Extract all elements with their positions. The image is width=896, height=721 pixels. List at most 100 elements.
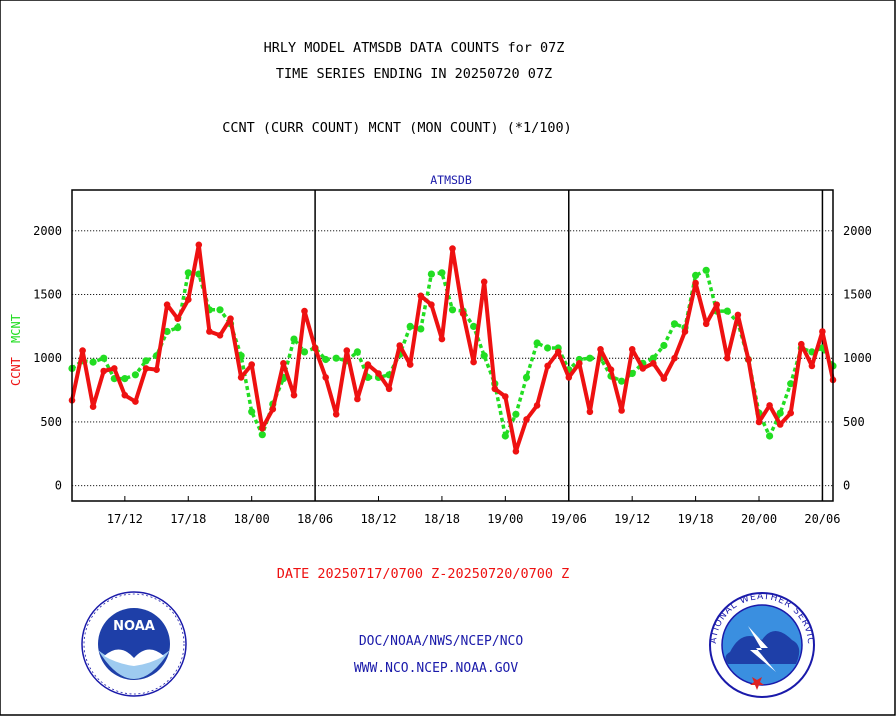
ccnt-point [301,307,308,315]
x-tick-label-18-12: 18/12 [360,512,396,526]
mcnt-point [322,355,330,364]
mcnt-point [142,357,150,365]
ccnt-point [174,315,181,323]
ccnt-point [819,328,826,335]
ccnt-point [776,421,784,428]
mcnt-point [787,380,795,388]
ccnt-point [259,425,266,432]
ccnt-point [502,393,509,400]
x-tick-label-20-06: 20/06 [804,512,840,526]
mcnt-point [417,325,425,333]
mcnt-point [470,322,478,330]
ccnt-point [227,315,234,323]
y-tick-left-1500: 1500 [33,288,62,302]
ccnt-point [755,418,763,426]
x-tick-label-17-18: 17/18 [170,512,206,526]
mcnt-point [522,373,531,381]
ccnt-point [544,362,551,370]
mcnt-point [174,324,182,332]
y-tick-left-0: 0 [55,479,62,493]
ccnt-point [216,332,224,339]
header-line-1: HRLY MODEL ATMSDB DATA COUNTS for 07Z [264,40,565,56]
mcnt-point [512,410,520,418]
gridlines [72,230,833,487]
ccnt-point [787,409,794,417]
y-tick-labels-right: 0 500 1000 1500 2000 [843,224,872,493]
ccnt-point [163,301,171,309]
x-tick-label-19-00: 19/00 [487,512,523,526]
mcnt-point [723,307,731,315]
chart-title: ATMSDB [430,173,472,187]
ccnt-point [512,448,520,455]
y-axis-label-ccnt: CCNT [9,357,23,386]
ccnt-point [322,374,330,381]
ccnt-point [375,370,382,377]
ccnt-point [565,374,573,381]
ccnt-point [79,347,86,354]
ccnt-point [364,361,372,368]
ccnt-point [586,408,594,416]
ccnt-point [100,367,107,375]
ccnt-point [248,361,255,368]
ccnt-point [491,385,499,393]
mcnt-point [448,306,457,314]
ccnt-point [396,342,404,349]
x-tick-label-17-12: 17/12 [107,512,143,526]
ccnt-point [628,346,636,353]
ccnt-point [734,311,742,319]
mcnt-point [89,358,97,366]
x-tick-label-19-06: 19/06 [551,512,587,526]
ccnt-point [660,375,668,382]
ccnt-point [618,407,625,414]
ccnt-point [449,245,456,252]
ccnt-point [121,391,129,399]
mcnt-point [184,269,192,277]
ccnt-point [607,366,615,374]
mcnt-point [438,269,446,277]
mcnt-point [427,270,435,278]
mcnt-point [300,348,309,356]
ccnt-point [269,405,277,413]
x-tick-labels: 17/12 17/18 18/00 18/06 18/12 18/18 19/00 19/06… [107,496,840,526]
ccnt-point [195,241,203,249]
mcnt-point [332,354,340,362]
ccnt-point [142,365,150,372]
mcnt-point [480,352,488,360]
mcnt-point [649,354,657,362]
mcnt-point [131,371,139,379]
mcnt-point [618,377,626,385]
ccnt-point [438,335,446,343]
ccnt-point [428,301,435,309]
y-tick-left-500: 500 [40,415,62,429]
mcnt-point [258,431,266,439]
ccnt-point [692,279,699,287]
ccnt-point [459,310,467,317]
y-axis-label-mcnt: MCNT [9,314,23,343]
y-tick-right-500: 500 [843,415,865,429]
mcnt-point [100,354,108,362]
x-tick-label-19-12: 19/12 [614,512,650,526]
ccnt-point [354,395,361,403]
ccnt-point [480,278,488,286]
ccnt-point [385,385,393,393]
ccnt-point [280,360,287,367]
ccnt-point [343,347,351,354]
ccnt-point [808,362,816,370]
ccnt-point [206,328,213,335]
ccnt-point [311,344,319,352]
ccnt-point [650,360,657,367]
mcnt-point [660,341,668,350]
mcnt-point [406,322,414,330]
ccnt-point [745,356,752,363]
mcnt-point [163,327,171,336]
ccnt-point [702,320,710,328]
mcnt-point [692,271,700,279]
x-tick-label-19-18: 19/18 [678,512,714,526]
ccnt-point [523,416,530,423]
mcnt-point [353,348,361,356]
ccnt-point [153,366,160,374]
ccnt-point [713,301,720,309]
ccnt-point [111,365,118,372]
